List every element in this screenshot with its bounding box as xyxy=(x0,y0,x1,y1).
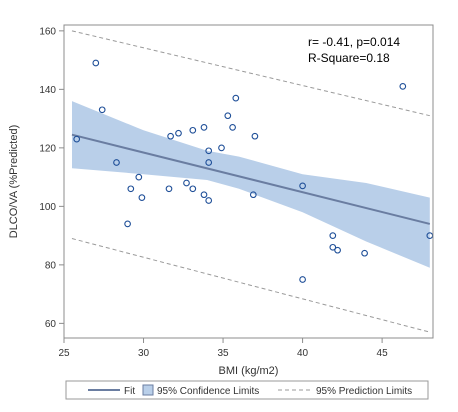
legend-prediction-label: 95% Prediction Limits xyxy=(316,386,412,397)
data-point-15 xyxy=(200,191,208,199)
data-point-25 xyxy=(299,182,306,190)
data-point-27 xyxy=(329,243,337,251)
data-point-9 xyxy=(167,132,174,140)
y-axis-label: DLCO/VA (%Predicted) xyxy=(8,125,20,239)
data-point-26 xyxy=(299,276,306,283)
x-tick-label-35: 35 xyxy=(217,348,229,359)
data-point-29 xyxy=(334,246,341,254)
data-point-30 xyxy=(361,249,368,257)
data-point-21 xyxy=(229,124,236,131)
data-point-4 xyxy=(124,220,131,228)
data-point-10 xyxy=(175,129,182,137)
x-axis-label: BMI (kg/m2) xyxy=(219,365,279,377)
y-tick-label-80: 80 xyxy=(45,260,57,271)
x-tick-label-45: 45 xyxy=(377,348,389,359)
data-point-0 xyxy=(73,135,81,143)
x-tick-label-25: 25 xyxy=(58,348,70,359)
plot-area-border xyxy=(63,24,434,339)
legend-fit-label: Fit xyxy=(124,386,135,397)
data-point-17 xyxy=(205,159,213,166)
stats-annotation-r-square: R-Square=0.18 xyxy=(308,51,390,65)
data-point-8 xyxy=(165,185,173,193)
data-point-19 xyxy=(218,144,225,152)
data-point-31 xyxy=(399,83,407,90)
confidence-band xyxy=(72,101,430,268)
legend-confidence-swatch xyxy=(142,384,154,396)
y-tick-label-60: 60 xyxy=(45,319,57,330)
legend: Fit 95% Confidence Limits 95% Prediction… xyxy=(65,380,429,400)
data-point-22 xyxy=(232,94,240,102)
data-point-28 xyxy=(329,232,337,239)
fit-line xyxy=(71,133,431,225)
data-point-1 xyxy=(92,59,100,67)
data-point-23 xyxy=(249,191,257,199)
data-point-11 xyxy=(183,179,190,187)
x-tick-label-30: 30 xyxy=(138,348,150,359)
data-point-5 xyxy=(127,185,135,193)
prediction-limit-upper xyxy=(71,30,430,117)
data-point-20 xyxy=(224,112,232,120)
data-point-3 xyxy=(113,159,120,166)
y-tick-label-120: 120 xyxy=(39,143,56,154)
data-point-12 xyxy=(189,126,197,134)
data-point-2 xyxy=(98,106,106,114)
legend-box xyxy=(65,380,429,400)
legend-confidence-label: 95% Confidence Limits xyxy=(157,386,259,397)
data-point-6 xyxy=(135,173,143,181)
plot-layer xyxy=(71,30,434,333)
data-point-16 xyxy=(205,197,213,204)
data-point-7 xyxy=(138,194,146,201)
data-point-24 xyxy=(251,132,259,140)
y-tick-label-160: 160 xyxy=(39,26,56,37)
x-tick-label-40: 40 xyxy=(297,348,309,359)
data-point-14 xyxy=(200,124,208,131)
y-tick-label-140: 140 xyxy=(39,85,56,96)
data-point-18 xyxy=(205,147,213,155)
data-point-13 xyxy=(189,185,197,193)
stats-annotation-r: r= -0.41, p=0.014 xyxy=(308,35,400,49)
y-tick-label-100: 100 xyxy=(39,202,56,213)
axis-layer: 25 30 35 40 45 60 80 100 120 140 160 xyxy=(39,26,388,359)
prediction-limit-lower xyxy=(71,238,430,333)
